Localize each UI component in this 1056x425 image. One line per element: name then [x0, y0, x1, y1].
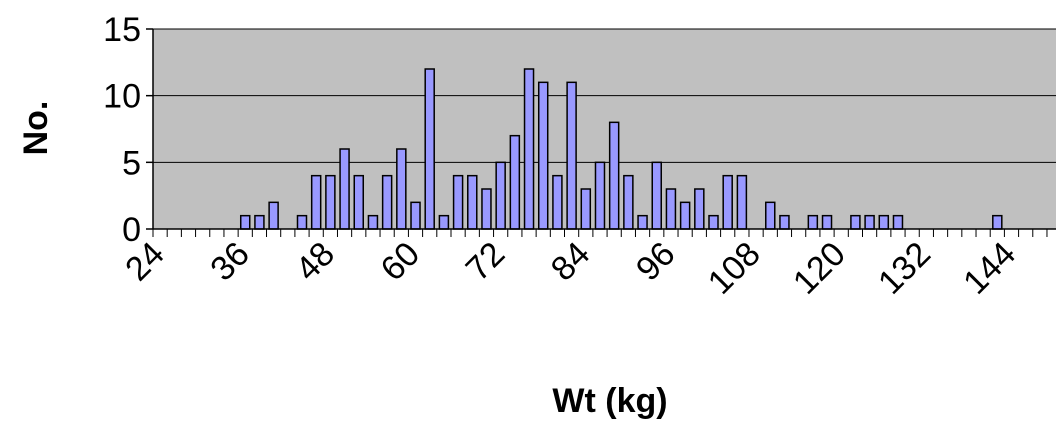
y-tick-labels: 0 5 10 15	[103, 11, 141, 249]
x-tick-label: 72	[459, 235, 513, 289]
bar	[821, 214, 833, 230]
bar	[310, 174, 322, 230]
bar	[651, 161, 662, 230]
bar	[878, 214, 890, 230]
bar	[779, 214, 790, 230]
bar	[481, 188, 492, 230]
x-tick-label: 60	[374, 235, 428, 289]
bar	[396, 148, 407, 230]
x-tick-label: 36	[203, 235, 257, 289]
bar	[537, 81, 549, 230]
bar	[239, 214, 251, 230]
bar	[594, 161, 606, 230]
bar	[637, 214, 648, 230]
bar	[381, 174, 393, 230]
bar	[992, 214, 1003, 230]
bar	[268, 201, 279, 230]
bar	[679, 201, 691, 230]
bar	[467, 174, 478, 230]
x-axis-title: Wt (kg)	[552, 382, 667, 420]
y-tick-label: 5	[122, 144, 141, 182]
y-axis-title: No.	[17, 101, 55, 156]
x-tick-label: 120	[786, 235, 853, 302]
bar	[623, 174, 634, 230]
bar	[736, 174, 748, 230]
bar	[438, 214, 450, 230]
bar	[665, 188, 677, 230]
bar	[367, 214, 379, 230]
axes	[146, 28, 1056, 237]
bar	[325, 174, 336, 230]
bar	[296, 214, 308, 230]
y-tick-label: 10	[103, 78, 141, 116]
bar	[807, 214, 819, 230]
y-tick-label: 15	[103, 11, 141, 49]
bar	[694, 188, 705, 230]
bar	[410, 201, 421, 230]
x-tick-labels: 24 36 48 60 72 84 96 108 120 132 144	[118, 235, 1023, 302]
bar	[608, 121, 620, 230]
bar	[509, 134, 521, 230]
bar	[864, 214, 875, 230]
bar	[722, 174, 733, 230]
bar	[523, 68, 535, 230]
bar	[353, 174, 365, 230]
x-tick-label: 144	[956, 235, 1023, 302]
bar	[452, 174, 464, 230]
bar	[580, 188, 592, 230]
x-tick-label: 132	[871, 235, 938, 302]
bar	[552, 174, 563, 230]
bar	[892, 214, 904, 230]
bar	[339, 148, 350, 230]
y-tick-label: 0	[122, 211, 141, 249]
bar	[765, 201, 776, 230]
x-tick-label: 108	[701, 235, 768, 302]
x-tick-label: 96	[629, 235, 683, 289]
bars	[239, 68, 1003, 230]
x-tick-label: 84	[544, 235, 598, 289]
bar	[708, 214, 719, 230]
bar	[254, 214, 265, 230]
x-tick-label: 48	[288, 235, 342, 289]
bar	[850, 214, 861, 230]
bar	[566, 81, 577, 230]
bar	[495, 161, 506, 230]
bar	[424, 68, 435, 230]
